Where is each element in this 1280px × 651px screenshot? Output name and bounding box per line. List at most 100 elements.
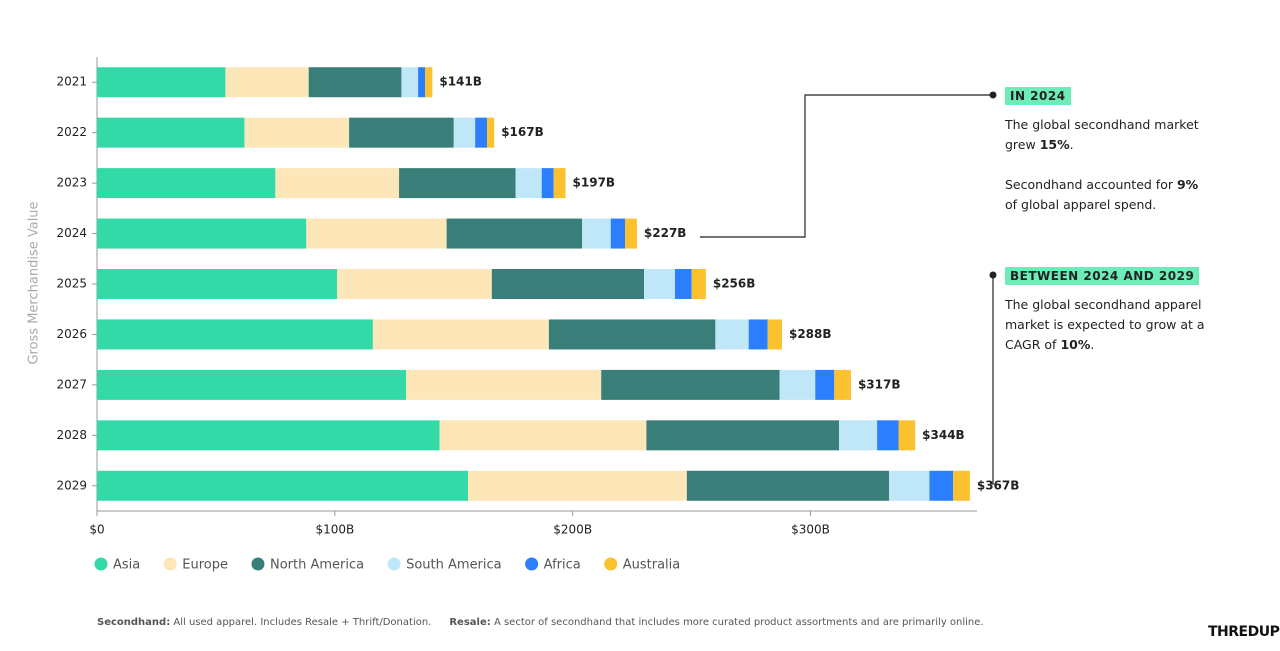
footnote-item: Secondhand: All used apparel. Includes R… <box>97 617 431 628</box>
bar-segment <box>889 470 930 501</box>
total-label: $227B <box>644 226 687 240</box>
bar-segment <box>439 420 647 451</box>
bar-segment <box>475 117 488 148</box>
bar-segment <box>877 420 899 451</box>
y-tick-label: 2026 <box>56 327 87 341</box>
text-run: of global apparel spend. <box>1005 197 1157 212</box>
legend-label: Australia <box>623 558 681 573</box>
text-run: Secondhand accounted for <box>1005 177 1177 192</box>
bar-segment <box>625 218 637 249</box>
bar-segment <box>779 369 816 400</box>
bar-segment <box>815 369 835 400</box>
connector-dot <box>989 271 997 279</box>
bar-segment <box>515 168 542 199</box>
legend-swatch <box>525 557 539 571</box>
bar-segment <box>839 420 878 451</box>
y-tick-label: 2023 <box>56 176 87 190</box>
y-tick-label: 2025 <box>56 277 87 291</box>
bar-segment <box>953 470 970 501</box>
bar-segment <box>97 168 276 199</box>
legend-label: Europe <box>182 558 228 573</box>
annotation: IN 2024 The global secondhand market grew… <box>1005 86 1205 235</box>
bar-segment <box>406 369 602 400</box>
bar-segment <box>225 67 309 98</box>
footnote-item: Resale: A sector of secondhand that incl… <box>449 617 983 628</box>
text-run: 9% <box>1176 177 1199 192</box>
bar-segment <box>748 319 768 350</box>
bar-segment <box>898 420 916 451</box>
y-tick-label: 2022 <box>56 125 87 139</box>
text-run: 15% <box>1039 137 1070 152</box>
bar-segment <box>97 218 307 249</box>
annotation-heading: IN 2024 <box>1005 87 1071 105</box>
text-run: . <box>1090 337 1095 352</box>
bar-segment <box>541 168 554 199</box>
bar-segment <box>97 470 469 501</box>
bar-segment <box>767 319 782 350</box>
bar-segment <box>491 269 645 299</box>
bar-segment <box>644 269 675 299</box>
legend-label: Africa <box>544 558 581 573</box>
legend-swatch <box>163 557 177 571</box>
total-label: $167B <box>501 125 544 139</box>
bar-segment <box>548 319 716 350</box>
total-label: $256B <box>713 277 756 291</box>
total-label: $288B <box>789 327 832 341</box>
bar-segment <box>337 269 492 299</box>
text-run: The global secondhand market grew <box>1005 117 1199 152</box>
footnote-term: Resale: <box>449 617 491 628</box>
connector <box>700 94 993 238</box>
bar-segment <box>691 269 706 299</box>
annotation-heading: BETWEEN 2024 AND 2029 <box>1005 267 1200 285</box>
bar-segment <box>97 420 440 451</box>
annotation-text: The global secondhand market grew 15%. <box>1005 115 1205 155</box>
bar-segment <box>674 269 692 299</box>
bar-segment <box>834 369 851 400</box>
bar-segment <box>553 168 566 199</box>
legend-label: South America <box>406 558 502 573</box>
bar-segment <box>610 218 625 249</box>
bar-segment <box>446 218 583 249</box>
bar-segment <box>97 319 373 350</box>
text-run: The global secondhand apparel market is … <box>1005 297 1205 352</box>
annotation-text: Secondhand accounted for 9% of global ap… <box>1005 175 1205 215</box>
logo: THREDUP <box>1208 624 1280 640</box>
bar-segment <box>686 470 889 501</box>
bar-segment <box>601 369 780 400</box>
bar-segment <box>425 67 433 98</box>
legend-swatch <box>387 557 401 571</box>
footnote-term: Secondhand: <box>97 617 171 628</box>
footnote-text: All used apparel. Includes Resale + Thri… <box>170 617 432 628</box>
total-label: $367B <box>977 478 1020 492</box>
footnote: Secondhand: All used apparel. Includes R… <box>97 617 984 628</box>
y-tick-label: 2028 <box>56 428 87 442</box>
total-label: $317B <box>858 377 901 391</box>
x-tick-label: $200B <box>553 523 592 537</box>
y-tick-label: 2027 <box>56 377 87 391</box>
y-tick-label: 2024 <box>56 226 87 240</box>
bar-segment <box>97 67 226 98</box>
total-label: $344B <box>922 428 965 442</box>
bar-segment <box>244 117 350 148</box>
bar-segment <box>487 117 495 148</box>
x-tick-label: $100B <box>315 523 354 537</box>
bar-segment <box>97 269 338 299</box>
total-label: $141B <box>439 75 482 89</box>
x-tick-label: $300B <box>791 523 830 537</box>
bar-segment <box>646 420 840 451</box>
legend-swatch <box>251 557 265 571</box>
bar-segment <box>715 319 749 350</box>
x-tick-label: $0 <box>89 523 104 537</box>
bar-segment <box>308 67 402 98</box>
bar-segment <box>582 218 611 249</box>
legend-label: Asia <box>113 558 140 573</box>
y-axis-label: Gross Merchandise Value <box>27 201 42 364</box>
total-label: $197B <box>573 176 616 190</box>
connector-dot <box>989 91 997 99</box>
bar-segment <box>349 117 454 148</box>
bar-segment <box>401 67 419 98</box>
bar-segment <box>468 470 687 501</box>
bar-segment <box>372 319 549 350</box>
